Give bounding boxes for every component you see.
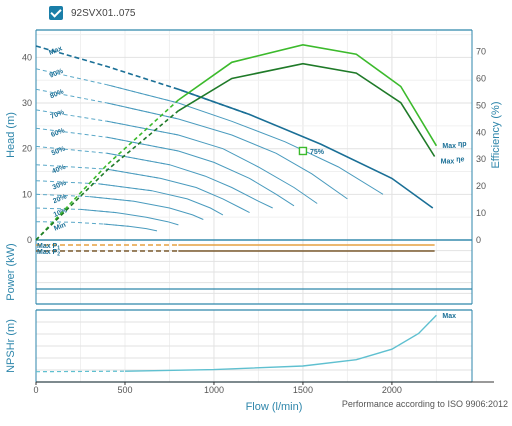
bep-label: 75% — [310, 149, 325, 156]
curve-label: Min — [53, 222, 67, 233]
head-curve — [107, 84, 384, 195]
y-tick-label: 40 — [22, 52, 32, 62]
head-curve — [80, 208, 179, 226]
efficiency-curve-dashed — [35, 110, 179, 241]
head-curve — [107, 120, 318, 204]
x-tick-label: 2000 — [382, 385, 402, 395]
power-curve-label: Max P2 — [37, 249, 60, 258]
bep-marker — [298, 146, 308, 156]
x-tick-label: 1500 — [293, 385, 313, 395]
y-tick-label: 20 — [22, 144, 32, 154]
footnote: Performance according to ISO 9906:2012 — [342, 399, 508, 409]
y2-tick-label: 40 — [476, 127, 486, 137]
y2-tick-label: 50 — [476, 100, 486, 110]
head-curve — [107, 168, 250, 214]
legend-checkbox[interactable] — [49, 6, 63, 20]
head-curve — [178, 88, 434, 209]
curve-label: 30% — [52, 179, 68, 191]
power-curve-sublabel: 2 — [57, 252, 60, 258]
y2-tick-label: 10 — [476, 208, 486, 218]
npsh-curve-dashed — [35, 370, 126, 373]
efficiency-curve-label: Max ηp — [442, 141, 466, 150]
head-curve — [103, 223, 158, 232]
npsh-curve — [124, 314, 437, 372]
head-curve — [98, 183, 224, 216]
y2-axis-title: Efficiency (%) — [490, 101, 502, 168]
y2-tick-label: 70 — [476, 47, 486, 57]
x-tick-label: 0 — [33, 385, 38, 395]
head-curve — [89, 196, 204, 220]
head-curve-dashed — [35, 193, 134, 202]
curve-label: Max — [48, 45, 63, 57]
grid — [35, 30, 472, 382]
curve-label: 80% — [49, 88, 65, 100]
head-curve — [107, 152, 273, 209]
y-tick-label: 30 — [22, 98, 32, 108]
head-curve — [107, 136, 295, 207]
y-tick-label: 0 — [27, 235, 32, 245]
efficiency-curve — [177, 62, 436, 157]
x-axis-title: Flow (l/min) — [246, 401, 303, 413]
power-curve-label: Max P1 — [37, 243, 60, 252]
npsh-curve-label: Max — [442, 313, 456, 320]
curve-label: 60% — [50, 127, 66, 139]
y-axis-title: Head (m) — [5, 112, 17, 158]
efficiency-curve-sublabel: ηp — [458, 141, 467, 148]
power-axis-title: Power (kW) — [5, 243, 17, 300]
efficiency-curve — [177, 43, 438, 147]
y2-tick-label: 20 — [476, 181, 486, 191]
head-curve-dashed — [35, 221, 129, 227]
efficiency-curve-label: Max ηe — [441, 157, 465, 166]
curve-label: 40% — [51, 163, 67, 175]
legend-item[interactable]: 92SVX01..075 — [49, 5, 136, 21]
curve-label: 70% — [50, 109, 66, 121]
power-curve-sublabel: 1 — [57, 246, 60, 252]
x-tick-label: 500 — [117, 385, 132, 395]
x-tick-label: 1000 — [204, 385, 224, 395]
y2-tick-label: 30 — [476, 154, 486, 164]
curve-label: 50% — [51, 145, 67, 157]
head-curve — [107, 102, 348, 200]
curve-label: 90% — [49, 68, 65, 80]
efficiency-curve-sublabel: ηe — [456, 157, 464, 164]
curve-label: 20% — [52, 193, 68, 205]
y-tick-label: 10 — [22, 189, 32, 199]
y2-tick-label: 60 — [476, 73, 486, 83]
npsh-axis-title: NPSHr (m) — [5, 319, 17, 373]
legend-label: 92SVX01..075 — [71, 7, 136, 19]
y2-tick-label: 0 — [476, 235, 481, 245]
